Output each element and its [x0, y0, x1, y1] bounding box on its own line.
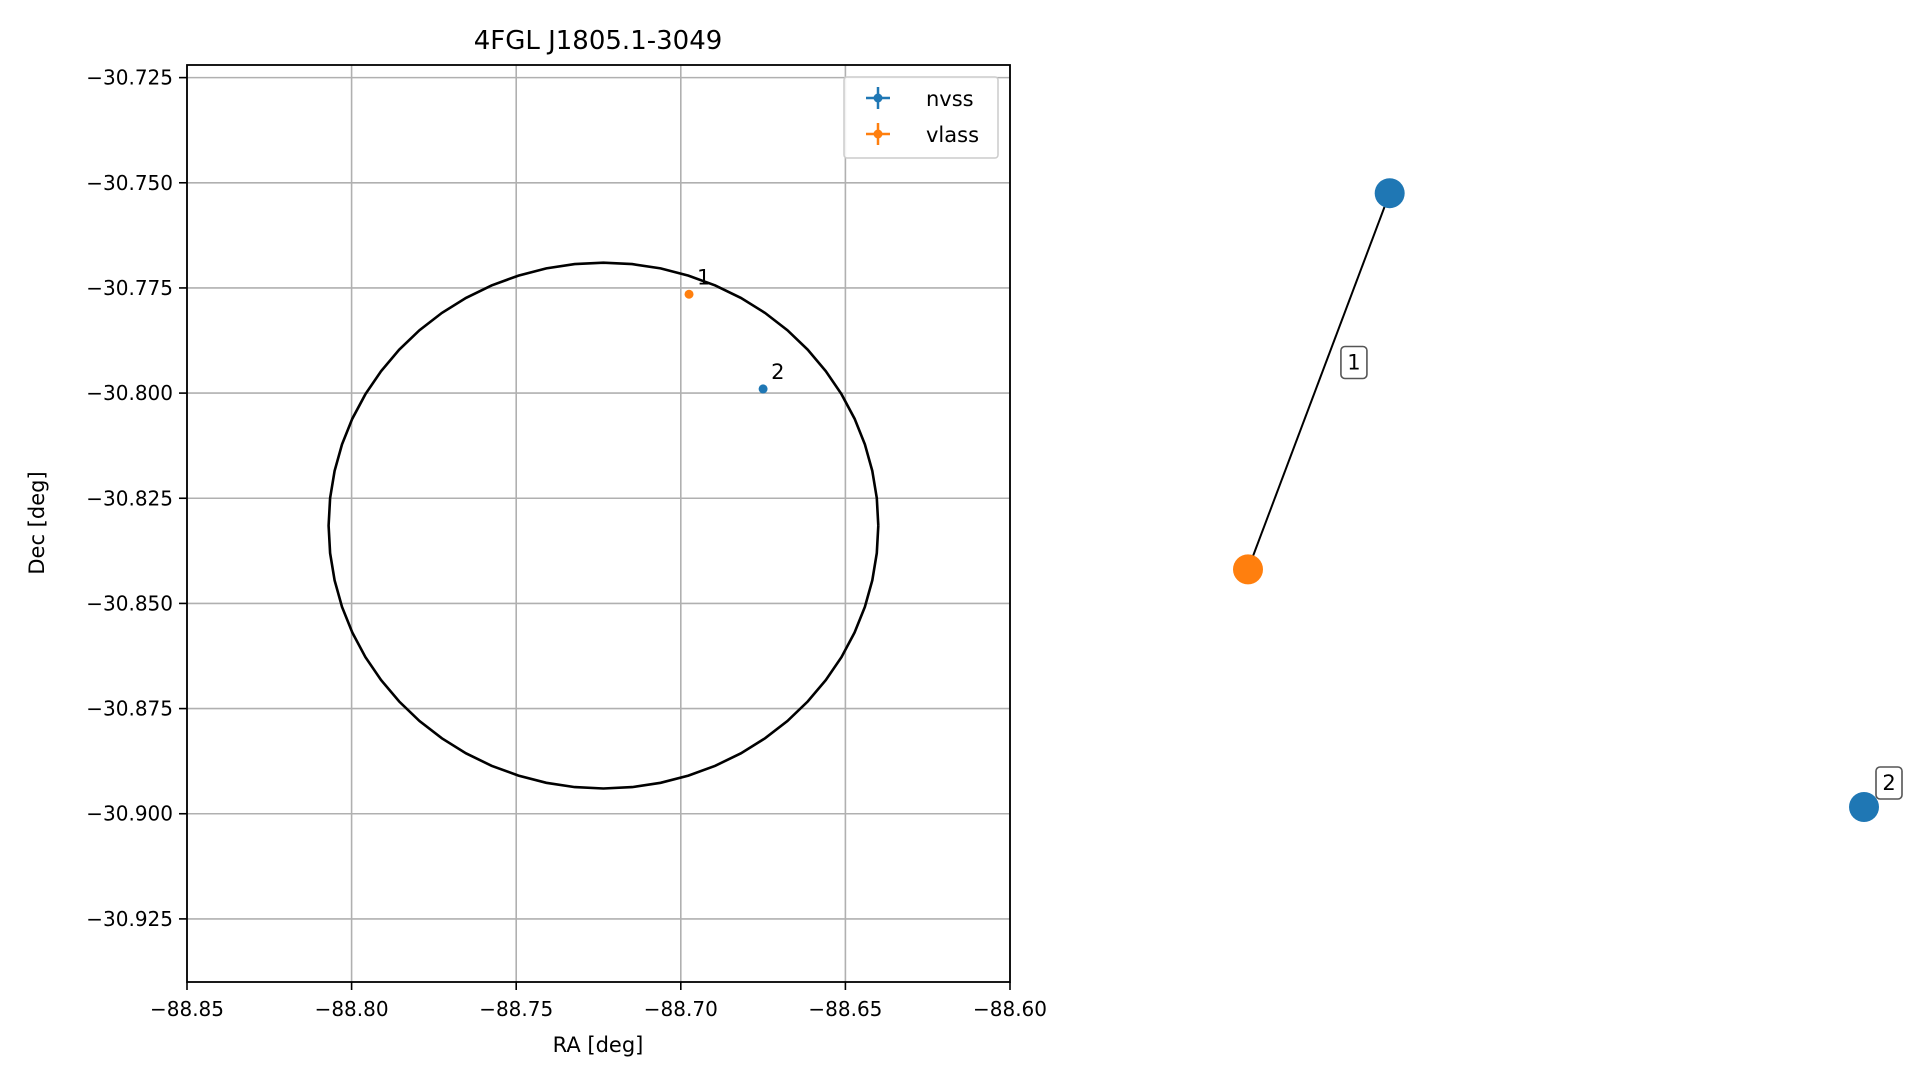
network-panel: 12	[1233, 178, 1903, 822]
legend-label-nvss: nvss	[926, 87, 974, 111]
plot-frame	[186, 64, 1011, 983]
y-tick-label: −30.725	[86, 66, 173, 90]
network-node	[1374, 178, 1405, 209]
x-axis-title: RA [deg]	[553, 1033, 644, 1057]
grid	[186, 65, 1011, 982]
y-tick-label: −30.850	[86, 591, 173, 615]
network-node	[1849, 792, 1879, 822]
point-label: 1	[697, 265, 710, 289]
scatter-panel: 4FGL J1805.1-3049 21 −88.85 −88.80 −88.75−…	[25, 26, 1047, 1057]
data-points: 21	[684, 265, 784, 394]
y-tick-label: −30.800	[86, 381, 173, 405]
legend-marker-vlass	[866, 123, 890, 145]
y-tick-label: −30.875	[86, 697, 173, 721]
x-tick-label: −88.60	[973, 997, 1047, 1021]
x-tick-label: −88.85	[150, 997, 224, 1021]
network-label-box	[1340, 345, 1368, 380]
network-label-text: 2	[1882, 771, 1895, 795]
ellipse-outline	[327, 261, 880, 790]
legend-dot	[873, 129, 883, 139]
y-tick-label: −30.900	[86, 802, 173, 826]
x-tick-label: −88.80	[315, 997, 389, 1021]
network-edge	[1247, 192, 1391, 570]
legend: nvss vlass	[843, 76, 999, 159]
network-label-text: 1	[1347, 350, 1360, 374]
y-tick-label: −30.775	[86, 276, 173, 300]
x-tick-label: −88.65	[808, 997, 882, 1021]
point-nvss	[758, 384, 768, 394]
network-label-box	[1875, 766, 1903, 800]
network-label: 1	[1340, 345, 1368, 380]
legend-dot	[873, 93, 883, 103]
network-labels: 12	[1340, 345, 1903, 800]
y-tick-label: −30.750	[86, 171, 173, 195]
y-axis: −30.725 −30.750 −30.775 −30.800 −30.825 −30.8…	[86, 66, 187, 931]
point-vlass	[684, 289, 694, 299]
network-edges	[1247, 192, 1391, 570]
y-axis-title: Dec [deg]	[25, 471, 49, 574]
network-nodes	[1233, 178, 1879, 822]
point-label: 2	[771, 360, 784, 384]
y-tick-label: −30.825	[86, 486, 173, 510]
legend-label-vlass: vlass	[926, 123, 979, 147]
network-label: 2	[1875, 766, 1903, 800]
x-tick-label: −88.70	[644, 997, 718, 1021]
x-tick-label: −88.75	[479, 997, 553, 1021]
localization-ellipse	[327, 261, 880, 790]
network-node	[1233, 554, 1263, 585]
legend-marker-nvss	[866, 87, 890, 109]
x-axis: −88.85 −88.80 −88.75 −88.70 −88.65 −88.60	[150, 982, 1047, 1021]
y-tick-label: −30.925	[86, 907, 173, 931]
plot-title: 4FGL J1805.1-3049	[474, 26, 723, 56]
